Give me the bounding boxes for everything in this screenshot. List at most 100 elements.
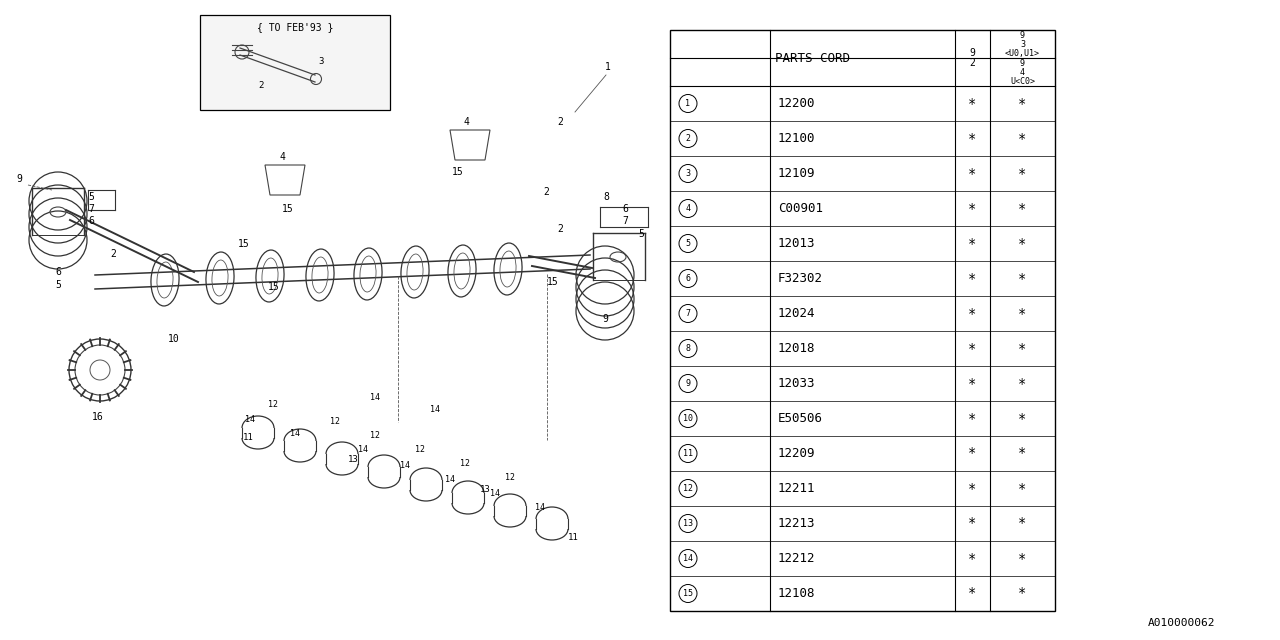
- Text: 14: 14: [370, 393, 380, 402]
- Text: 14: 14: [430, 405, 440, 414]
- Text: 12: 12: [370, 431, 380, 440]
- Text: 4: 4: [686, 204, 690, 213]
- Text: 13: 13: [348, 455, 358, 464]
- Text: 7: 7: [88, 204, 93, 214]
- Text: 4: 4: [280, 152, 285, 162]
- Text: 16: 16: [92, 412, 104, 422]
- Text: *: *: [1019, 481, 1027, 495]
- Text: 6: 6: [55, 267, 61, 277]
- Text: *: *: [1019, 166, 1027, 180]
- Text: *: *: [968, 376, 977, 390]
- Text: 15: 15: [282, 204, 293, 214]
- Text: *: *: [968, 307, 977, 321]
- Text: *: *: [968, 586, 977, 600]
- Text: 5: 5: [637, 229, 644, 239]
- Text: PARTS CORD: PARTS CORD: [774, 51, 850, 65]
- Text: 12200: 12200: [778, 97, 815, 110]
- Text: *: *: [968, 552, 977, 566]
- Text: *: *: [1019, 271, 1027, 285]
- Text: *: *: [968, 516, 977, 531]
- Text: *: *: [1019, 412, 1027, 426]
- Text: 6: 6: [686, 274, 690, 283]
- Text: *: *: [968, 166, 977, 180]
- Text: 12100: 12100: [778, 132, 815, 145]
- Text: 14: 14: [445, 475, 454, 484]
- Text: 12: 12: [268, 400, 278, 409]
- Text: 3: 3: [317, 57, 324, 66]
- Text: 12018: 12018: [778, 342, 815, 355]
- Text: 9
3
<U0,U1>: 9 3 <U0,U1>: [1005, 31, 1039, 58]
- Text: *: *: [968, 447, 977, 461]
- Text: 15: 15: [268, 282, 280, 292]
- Text: 12213: 12213: [778, 517, 815, 530]
- Text: 3: 3: [686, 169, 690, 178]
- Text: 15: 15: [238, 239, 250, 249]
- Text: 14: 14: [358, 445, 369, 454]
- Text: *: *: [1019, 516, 1027, 531]
- Text: 10: 10: [168, 334, 179, 344]
- Text: *: *: [1019, 202, 1027, 216]
- Text: 15: 15: [452, 167, 463, 177]
- Text: 9: 9: [602, 314, 608, 324]
- Text: 12033: 12033: [778, 377, 815, 390]
- Text: 6: 6: [88, 216, 93, 226]
- Text: 9
2: 9 2: [969, 47, 975, 68]
- Text: *: *: [1019, 552, 1027, 566]
- Text: *: *: [1019, 307, 1027, 321]
- Text: *: *: [1019, 376, 1027, 390]
- Text: 12: 12: [330, 417, 340, 426]
- Text: *: *: [1019, 97, 1027, 111]
- Text: *: *: [1019, 586, 1027, 600]
- Text: 5: 5: [55, 280, 61, 290]
- Bar: [669, 30, 1055, 611]
- Text: 9: 9: [686, 379, 690, 388]
- Text: 13: 13: [480, 485, 490, 494]
- Text: *: *: [968, 131, 977, 145]
- Text: 12108: 12108: [778, 587, 815, 600]
- Text: 2: 2: [557, 224, 563, 234]
- Text: *: *: [1019, 342, 1027, 355]
- Text: 1: 1: [605, 62, 611, 72]
- Text: 12209: 12209: [778, 447, 815, 460]
- Text: 11: 11: [684, 449, 692, 458]
- Text: 15: 15: [684, 589, 692, 598]
- Text: 12: 12: [415, 445, 425, 454]
- Text: 14: 14: [684, 554, 692, 563]
- Text: *: *: [1019, 237, 1027, 250]
- Text: { TO FEB'93 }: { TO FEB'93 }: [257, 22, 333, 32]
- Text: E50506: E50506: [778, 412, 823, 425]
- Text: 13: 13: [684, 519, 692, 528]
- Text: 11: 11: [243, 433, 253, 442]
- Text: 6: 6: [622, 204, 628, 214]
- Text: *: *: [1019, 131, 1027, 145]
- Text: 4: 4: [463, 117, 468, 127]
- Text: 14: 14: [244, 415, 255, 424]
- Text: 11: 11: [568, 533, 579, 542]
- Text: *: *: [1019, 447, 1027, 461]
- Text: 15: 15: [547, 277, 559, 287]
- Text: 8: 8: [686, 344, 690, 353]
- Text: 12211: 12211: [778, 482, 815, 495]
- Text: *: *: [968, 202, 977, 216]
- Text: 9: 9: [15, 174, 22, 184]
- Text: 2: 2: [110, 249, 116, 259]
- Text: 5: 5: [88, 192, 93, 202]
- Text: 7: 7: [622, 216, 628, 226]
- Text: *: *: [968, 237, 977, 250]
- Text: 2: 2: [259, 81, 264, 90]
- Text: *: *: [968, 342, 977, 355]
- Text: 5: 5: [686, 239, 690, 248]
- Text: 12: 12: [684, 484, 692, 493]
- Text: 12024: 12024: [778, 307, 815, 320]
- Text: 14: 14: [291, 429, 300, 438]
- Bar: [200, 15, 390, 110]
- Text: 7: 7: [686, 309, 690, 318]
- Text: 12212: 12212: [778, 552, 815, 565]
- Text: A010000062: A010000062: [1147, 618, 1215, 628]
- Text: 12: 12: [460, 459, 470, 468]
- Text: 12109: 12109: [778, 167, 815, 180]
- Text: 9
4
U<C0>: 9 4 U<C0>: [1010, 58, 1036, 86]
- Text: 14: 14: [535, 503, 545, 512]
- Text: *: *: [968, 271, 977, 285]
- Text: C00901: C00901: [778, 202, 823, 215]
